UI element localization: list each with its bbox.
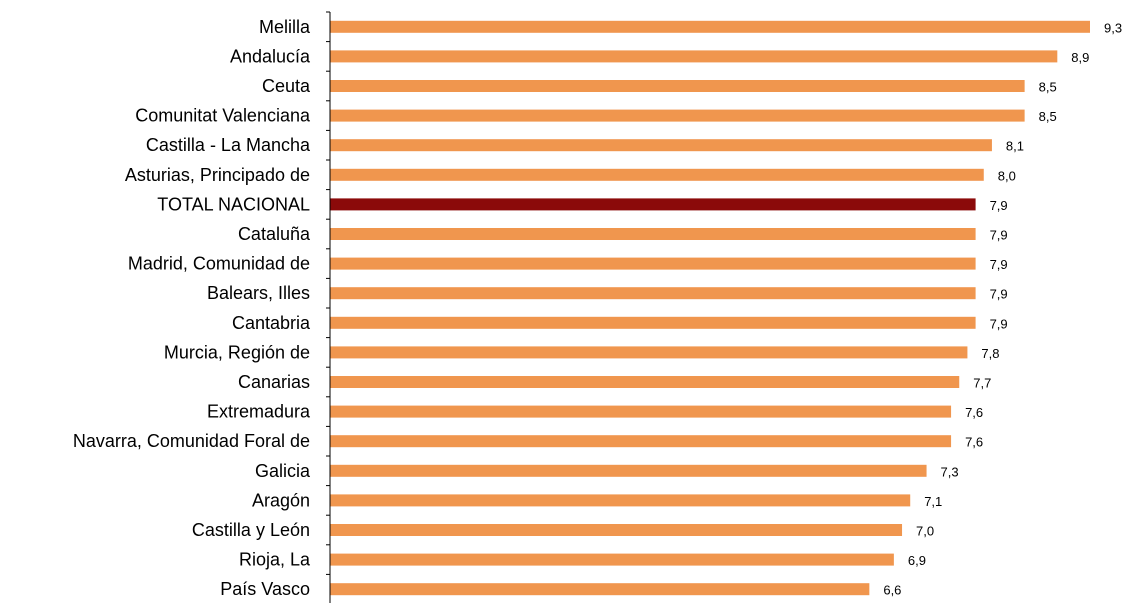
category-label-ceuta: Ceuta bbox=[262, 76, 311, 96]
bar-galicia bbox=[330, 464, 927, 477]
category-label-extremadura: Extremadura bbox=[207, 402, 311, 422]
bar-balears-illes bbox=[330, 287, 976, 300]
value-label-asturias-principado-de: 8,0 bbox=[998, 168, 1016, 183]
bar-castilla-y-leon bbox=[330, 524, 903, 536]
bar-melilla bbox=[330, 20, 1090, 33]
bar-murcia-region-de bbox=[330, 346, 968, 359]
category-label-cantabria: Cantabria bbox=[232, 313, 311, 333]
value-label-madrid-comunidad-de: 7,9 bbox=[990, 257, 1008, 272]
bar-aragon bbox=[330, 494, 911, 507]
value-label-castilla-la-mancha: 8,1 bbox=[1006, 139, 1024, 154]
value-label-ceuta: 8,5 bbox=[1039, 80, 1057, 95]
value-label-pais-vasco: 6,6 bbox=[883, 583, 901, 598]
category-label-murcia-region-de: Murcia, Región de bbox=[164, 342, 310, 362]
value-label-melilla: 9,3 bbox=[1104, 20, 1122, 35]
bar-canarias bbox=[330, 376, 960, 388]
bar-castilla-la-mancha bbox=[330, 139, 992, 152]
category-label-canarias: Canarias bbox=[238, 372, 310, 392]
value-label-navarra-comunidad-foral-de: 7,6 bbox=[965, 435, 983, 450]
category-label-comunitat-valenciana: Comunitat Valenciana bbox=[135, 106, 311, 126]
category-label-asturias-principado-de: Asturias, Principado de bbox=[125, 165, 310, 185]
category-label-galicia: Galicia bbox=[255, 461, 311, 481]
category-label-castilla-y-leon: Castilla y León bbox=[192, 520, 310, 540]
category-label-aragon: Aragón bbox=[252, 490, 310, 510]
value-label-rioja-la: 6,9 bbox=[908, 553, 926, 568]
bar-extremadura bbox=[330, 405, 952, 418]
category-label-total-nacional: TOTAL NACIONAL bbox=[157, 194, 310, 214]
bar-cantabria bbox=[330, 316, 976, 329]
bar-cataluna bbox=[330, 228, 976, 240]
value-label-aragon: 7,1 bbox=[924, 494, 942, 509]
value-label-galicia: 7,3 bbox=[941, 464, 959, 479]
category-label-madrid-comunidad-de: Madrid, Comunidad de bbox=[128, 254, 310, 274]
bar-ceuta bbox=[330, 80, 1025, 92]
category-label-rioja-la: Rioja, La bbox=[239, 550, 311, 570]
category-label-cataluna: Cataluña bbox=[238, 224, 311, 244]
value-label-cataluna: 7,9 bbox=[990, 228, 1008, 243]
bar-comunitat-valenciana bbox=[330, 109, 1025, 122]
category-label-andalucia: Andalucía bbox=[230, 46, 311, 66]
category-label-navarra-comunidad-foral-de: Navarra, Comunidad Foral de bbox=[73, 431, 310, 451]
value-label-canarias: 7,7 bbox=[973, 376, 991, 391]
value-label-balears-illes: 7,9 bbox=[990, 287, 1008, 302]
value-label-total-nacional: 7,9 bbox=[990, 198, 1008, 213]
bar-asturias-principado-de bbox=[330, 168, 984, 181]
bars-group bbox=[330, 20, 1090, 596]
category-label-castilla-la-mancha: Castilla - La Mancha bbox=[146, 135, 311, 155]
bar-pais-vasco bbox=[330, 583, 870, 596]
bar-rioja-la bbox=[330, 553, 894, 566]
bar-navarra-comunidad-foral-de bbox=[330, 435, 952, 448]
value-labels-group: 9,3 8,9 8,5 8,5 8,1 8,0 7,9 7,9 7,9 7,9 7,9 7,8 7,7 7… bbox=[883, 20, 1122, 597]
category-label-balears-illes: Balears, Illes bbox=[207, 283, 310, 303]
bar-andalucia bbox=[330, 50, 1058, 63]
value-label-extremadura: 7,6 bbox=[965, 405, 983, 420]
category-label-melilla: Melilla bbox=[259, 17, 311, 37]
bar-total-nacional bbox=[330, 198, 976, 211]
value-label-comunitat-valenciana: 8,5 bbox=[1039, 109, 1057, 124]
value-label-murcia-region-de: 7,8 bbox=[981, 346, 999, 361]
bar-madrid-comunidad-de bbox=[330, 257, 976, 270]
value-label-castilla-y-leon: 7,0 bbox=[916, 524, 934, 539]
category-label-pais-vasco: País Vasco bbox=[220, 579, 310, 599]
value-label-andalucia: 8,9 bbox=[1071, 50, 1089, 65]
category-axis bbox=[326, 11, 331, 603]
category-labels-group: Melilla Andalucía Ceuta Comunitat Valencian… bbox=[73, 17, 311, 599]
value-label-cantabria: 7,9 bbox=[990, 316, 1008, 331]
